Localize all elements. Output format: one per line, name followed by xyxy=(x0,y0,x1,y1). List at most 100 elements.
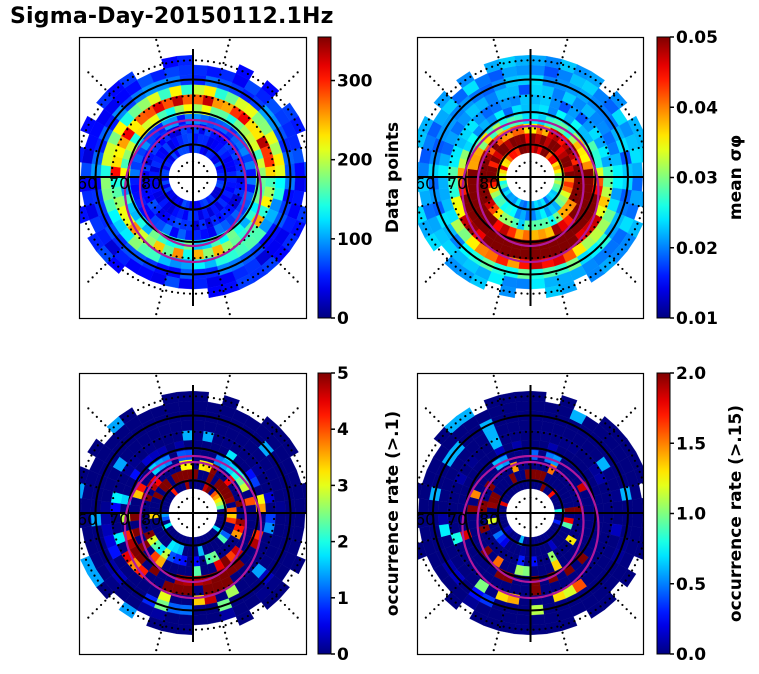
grid-dot xyxy=(413,170,415,172)
grid-dot xyxy=(82,134,85,137)
grid-dot xyxy=(505,218,508,221)
grid-dot xyxy=(558,284,561,287)
grid-dot xyxy=(283,439,286,442)
grid-dot xyxy=(228,374,231,377)
grid-dot xyxy=(464,272,467,275)
grid-dot xyxy=(485,620,488,623)
grid-dot xyxy=(585,116,588,120)
grid-dot xyxy=(633,564,637,567)
colorbar-tick-label: 2.0 xyxy=(676,364,706,384)
grid-dot xyxy=(177,181,180,185)
grid-dot xyxy=(230,401,233,404)
grid-dot xyxy=(288,486,291,489)
grid-dot xyxy=(290,113,293,116)
latitude-label: 60 xyxy=(415,174,435,193)
heatmap-cell xyxy=(192,420,206,431)
grid-dot xyxy=(450,255,453,258)
grid-dot xyxy=(450,491,454,494)
grid-dot xyxy=(159,392,163,395)
grid-dot xyxy=(257,415,260,418)
grid-dot xyxy=(159,287,162,291)
grid-dot xyxy=(100,103,103,106)
grid-dot xyxy=(491,286,494,289)
heatmap-cell xyxy=(79,466,90,485)
grid-dot xyxy=(518,164,521,168)
grid-dot xyxy=(602,210,605,213)
grid-dot xyxy=(279,588,282,592)
grid-dot xyxy=(87,616,90,619)
grid-dot xyxy=(303,547,306,550)
grid-dot xyxy=(153,401,156,404)
grid-dot xyxy=(182,628,186,631)
grid-dot xyxy=(479,406,483,409)
grid-dot xyxy=(500,67,503,70)
grid-dot xyxy=(501,73,505,76)
grid-dot xyxy=(471,118,474,122)
grid-dot xyxy=(266,100,270,104)
grid-dot xyxy=(157,210,161,214)
heatmap-cell xyxy=(444,256,463,274)
colorbar-tick-label: 0.01 xyxy=(676,309,718,329)
grid-dot xyxy=(503,608,506,611)
grid-dot xyxy=(87,228,90,231)
grid-dot xyxy=(495,546,498,550)
grid-dot xyxy=(535,526,538,529)
grid-dot xyxy=(104,252,107,256)
dotted-grid xyxy=(413,38,651,316)
grid-dot xyxy=(80,211,83,214)
grid-dot xyxy=(93,574,96,577)
grid-dot xyxy=(108,593,111,596)
grid-dot xyxy=(164,409,167,412)
heatmap-cell xyxy=(246,176,257,186)
grid-dot xyxy=(170,61,174,64)
grid-dot xyxy=(566,313,569,316)
grid-dot xyxy=(235,284,239,287)
grid-dot xyxy=(165,289,168,292)
grid-dot xyxy=(239,164,242,167)
grid-dot xyxy=(243,112,246,116)
grid-dot xyxy=(222,289,225,293)
grid-dot xyxy=(122,469,126,472)
grid-dot xyxy=(594,415,597,418)
grid-dot xyxy=(562,287,565,291)
grid-dot xyxy=(638,470,641,473)
grid-dot xyxy=(83,204,86,208)
grid-dot xyxy=(104,434,107,438)
grid-dot xyxy=(262,105,265,108)
grid-dot xyxy=(261,82,265,85)
grid-dot xyxy=(608,432,611,435)
grid-dot xyxy=(585,234,588,238)
grid-dot xyxy=(162,620,166,623)
grid-dot xyxy=(454,586,457,590)
grid-dot xyxy=(625,415,628,418)
grid-dot xyxy=(218,62,221,65)
grid-dot xyxy=(222,436,225,439)
grid-dot xyxy=(649,144,651,146)
grid-dot xyxy=(556,409,560,412)
grid-dot xyxy=(76,164,78,166)
grid-dot xyxy=(625,201,629,204)
grid-dot xyxy=(428,75,432,78)
grid-dot xyxy=(594,79,597,82)
grid-dot xyxy=(275,257,278,260)
grid-dot xyxy=(480,508,483,512)
grid-dot xyxy=(589,566,592,569)
heatmap-cell xyxy=(583,176,595,186)
grid-dot xyxy=(138,236,141,240)
grid-dot xyxy=(627,574,631,577)
grid-dot xyxy=(491,369,493,371)
grid-dot xyxy=(84,129,88,132)
grid-dot xyxy=(599,82,602,85)
grid-dot xyxy=(551,219,554,222)
grid-dot xyxy=(495,637,498,640)
grid-dot xyxy=(576,500,579,503)
grid-dot xyxy=(540,522,543,526)
grid-dot xyxy=(176,627,180,630)
grid-dot xyxy=(625,79,628,82)
grid-dot xyxy=(271,597,274,600)
axes-frame xyxy=(78,372,308,656)
grid-dot xyxy=(627,449,631,452)
grid-dot xyxy=(620,439,624,442)
